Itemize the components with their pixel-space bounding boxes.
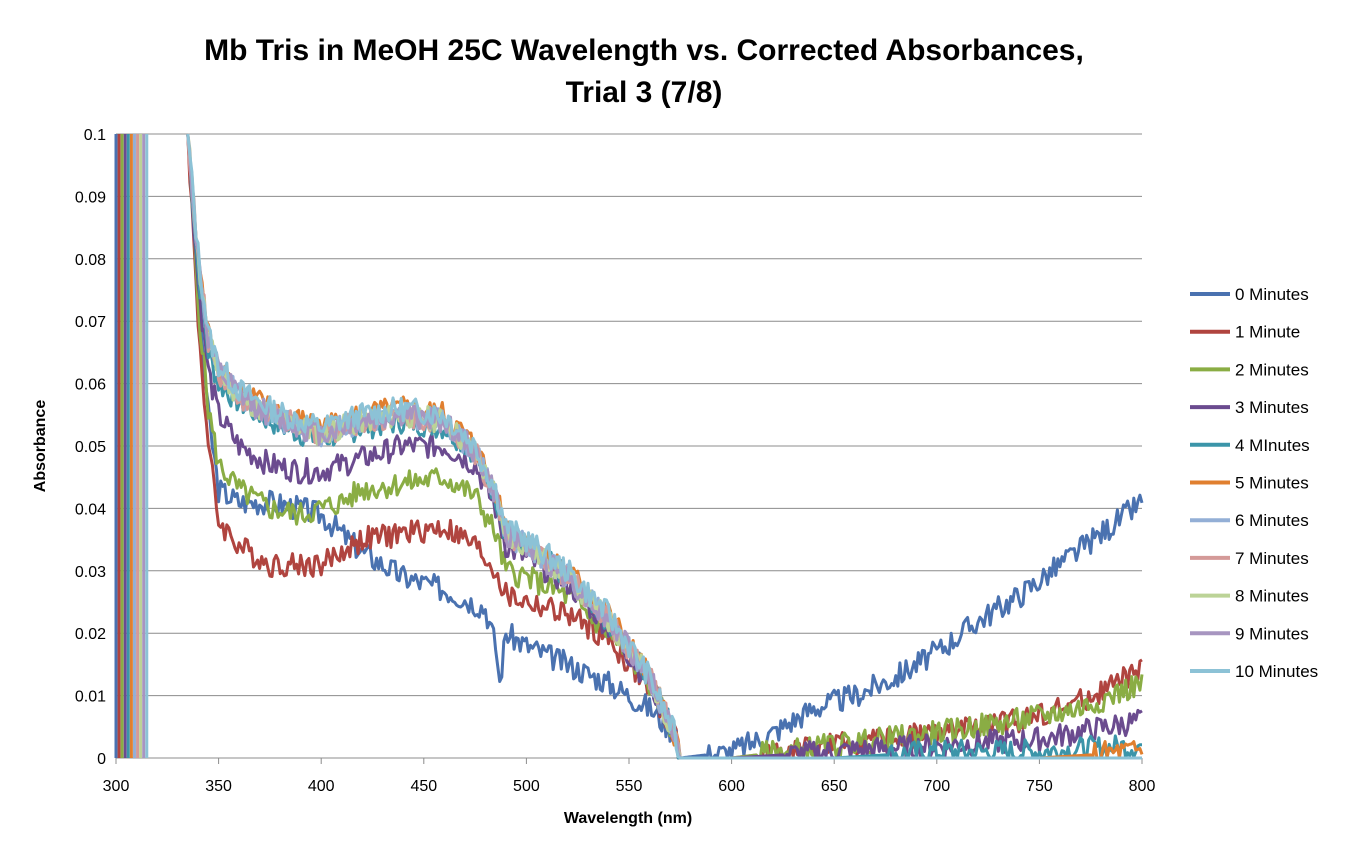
- x-tick-labels: 300 350 400 450 500 550 600 650 700 750 800: [103, 778, 1156, 795]
- y-axis-label: Absorbance: [32, 400, 49, 493]
- y-tick-label: 0.02: [75, 626, 106, 643]
- legend-label: 1 Minute: [1235, 323, 1300, 342]
- legend-label: 2 Minutes: [1235, 360, 1309, 379]
- legend-label: 7 Minutes: [1235, 549, 1309, 568]
- chart-title-line1: Mb Tris in MeOH 25C Wavelength vs. Corre…: [204, 34, 1084, 67]
- legend-label: 8 Minutes: [1235, 587, 1309, 606]
- y-tick-label: 0.1: [84, 127, 106, 144]
- y-tick-label: 0.05: [75, 439, 106, 456]
- legend-label: 10 Minutes: [1235, 662, 1318, 681]
- y-tick-label: 0.07: [75, 314, 106, 331]
- x-tick-label: 550: [616, 778, 643, 795]
- x-tick-label: 750: [1026, 778, 1053, 795]
- y-tick-labels: 0 0.01 0.02 0.03 0.04 0.05 0.06 0.07 0.08 0.09 0.1: [75, 127, 106, 768]
- y-tick-label: 0.06: [75, 377, 106, 394]
- x-tick-label: 650: [821, 778, 848, 795]
- y-tick-label: 0: [97, 751, 106, 768]
- x-tick-label: 800: [1129, 778, 1156, 795]
- chart-title-line2: Trial 3 (7/8): [566, 76, 723, 109]
- legend-label: 6 Minutes: [1235, 511, 1309, 530]
- x-axis-label: Wavelength (nm): [564, 810, 692, 827]
- y-tick-label: 0.03: [75, 564, 106, 581]
- y-tick-label: 0.04: [75, 501, 106, 518]
- x-tick-label: 450: [410, 778, 437, 795]
- legend-label: 0 Minutes: [1235, 285, 1309, 304]
- series-line: [186, 133, 1142, 760]
- x-tick-label: 400: [308, 778, 335, 795]
- legend-label: 9 Minutes: [1235, 624, 1309, 643]
- axes: [115, 134, 1143, 764]
- y-tick-label: 0.09: [75, 189, 106, 206]
- legend-label: 3 Minutes: [1235, 398, 1309, 417]
- legend-label: 4 MInutes: [1235, 436, 1310, 455]
- x-tick-label: 700: [923, 778, 950, 795]
- legend: 0 Minutes 1 Minute 2 Minutes 3 Minutes 4 MIn…: [1190, 285, 1318, 681]
- series-layer: [114, 133, 1144, 760]
- x-tick-label: 300: [103, 778, 130, 795]
- y-tick-label: 0.01: [75, 689, 106, 706]
- legend-label: 5 Minutes: [1235, 474, 1309, 493]
- x-tick-label: 500: [513, 778, 540, 795]
- y-tick-label: 0.08: [75, 252, 106, 269]
- x-tick-label: 350: [205, 778, 232, 795]
- x-tick-label: 600: [718, 778, 745, 795]
